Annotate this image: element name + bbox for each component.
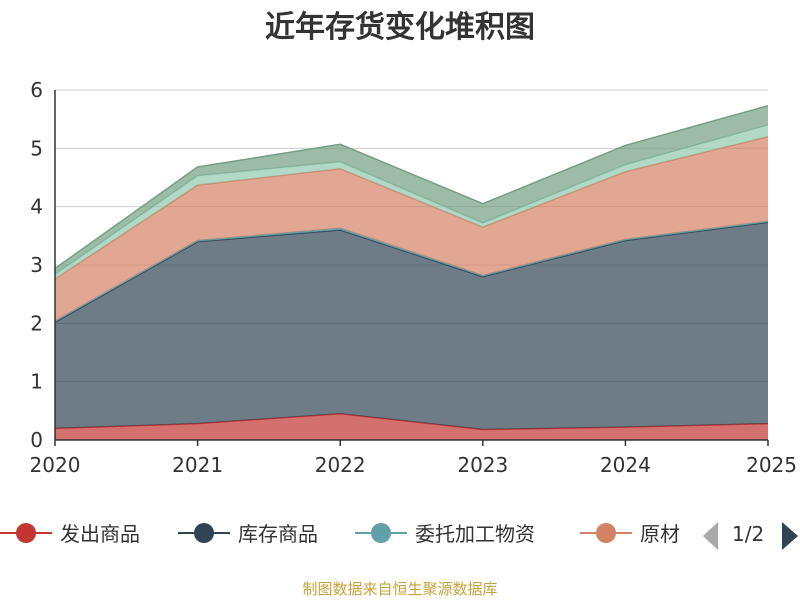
legend-marker-icon	[16, 523, 36, 543]
legend-label: 原材	[640, 522, 680, 546]
y-tick-label: 2	[30, 311, 43, 335]
legend-item[interactable]: 库存商品	[178, 522, 318, 546]
legend-item[interactable]: 原材	[580, 522, 680, 546]
legend-item[interactable]: 委托加工物资	[355, 522, 535, 546]
legend[interactable]: 发出商品 库存商品 委托加工物资 原材 1/2	[0, 522, 798, 550]
y-tick-label: 1	[30, 370, 43, 394]
y-tick-label: 6	[30, 78, 43, 102]
legend-item[interactable]: 发出商品	[0, 522, 140, 546]
x-tick-label: 2023	[457, 453, 508, 477]
legend-prev-arrow-icon[interactable]	[703, 522, 718, 550]
y-tick-label: 4	[30, 195, 43, 219]
y-tick-label: 5	[30, 136, 43, 160]
x-tick-label: 2025	[746, 453, 797, 477]
y-tick-label: 0	[30, 428, 43, 452]
legend-label: 发出商品	[60, 522, 140, 546]
y-tick-label: 3	[30, 253, 43, 277]
x-tick-label: 2021	[172, 453, 223, 477]
area-series	[54, 105, 769, 440]
legend-next-arrow-icon[interactable]	[782, 522, 798, 550]
area-series-1	[55, 222, 768, 430]
x-tick-label: 2022	[315, 453, 366, 477]
area-series-2	[55, 221, 768, 323]
area-series-5	[55, 105, 768, 275]
legend-label: 委托加工物资	[415, 522, 535, 546]
area-series-3	[55, 136, 768, 321]
series-line-5	[54, 105, 769, 270]
legend-marker-icon	[371, 523, 391, 543]
legend-label: 库存商品	[238, 522, 318, 546]
legend-marker-icon	[194, 523, 214, 543]
chart-title: 近年存货变化堆积图	[265, 10, 535, 45]
data-source-note: 制图数据来自恒生聚源数据库	[302, 580, 497, 598]
area-series-0	[55, 413, 768, 440]
x-tick-label: 2024	[600, 453, 651, 477]
series-line-1	[54, 221, 769, 323]
legend-marker-icon	[596, 523, 616, 543]
axes: 0 1 2 3 4 5 6 2020 2021 2022 2023 2024 2025	[30, 78, 797, 477]
legend-page-indicator: 1/2	[732, 522, 764, 546]
x-tick-label: 2020	[30, 453, 81, 477]
